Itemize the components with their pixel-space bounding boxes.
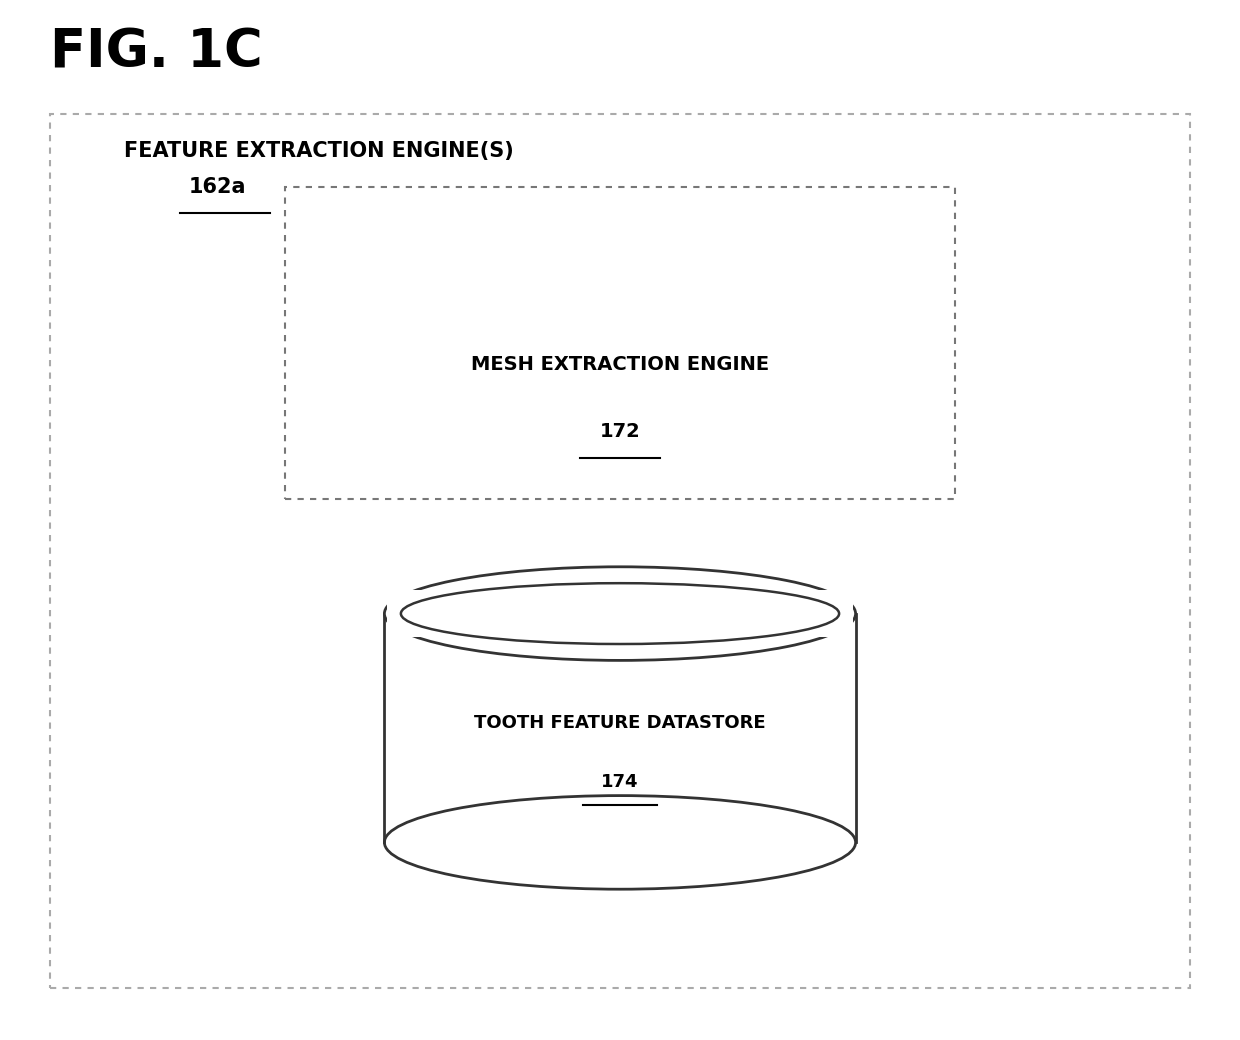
- Text: 174: 174: [601, 773, 639, 791]
- Bar: [384, 614, 856, 842]
- Ellipse shape: [384, 796, 856, 889]
- Text: FEATURE EXTRACTION ENGINE(S): FEATURE EXTRACTION ENGINE(S): [124, 140, 513, 161]
- Text: 162a: 162a: [188, 177, 246, 198]
- Text: FIG. 1C: FIG. 1C: [50, 26, 263, 78]
- Text: 172: 172: [600, 422, 640, 441]
- Bar: [387, 591, 853, 636]
- Ellipse shape: [384, 567, 856, 660]
- Text: MESH EXTRACTION ENGINE: MESH EXTRACTION ENGINE: [471, 355, 769, 373]
- FancyBboxPatch shape: [285, 187, 955, 499]
- Ellipse shape: [401, 583, 839, 644]
- Text: TOOTH FEATURE DATASTORE: TOOTH FEATURE DATASTORE: [474, 713, 766, 732]
- FancyBboxPatch shape: [50, 114, 1190, 988]
